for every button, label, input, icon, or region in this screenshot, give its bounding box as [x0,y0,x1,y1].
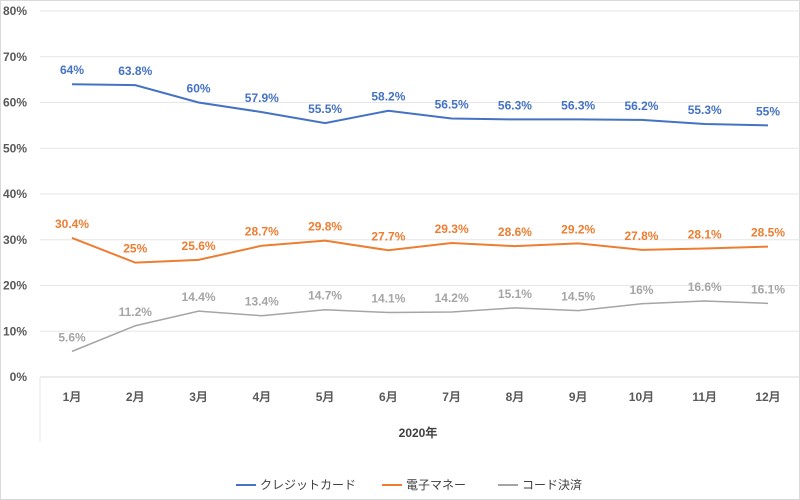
y-tick-label: 70% [3,50,27,64]
data-label: 28.5% [751,226,785,240]
legend-label: 電子マネー [406,478,466,492]
y-tick-label: 30% [3,233,27,247]
legend-label: クレジットカード [260,478,356,492]
y-tick-label: 20% [3,279,27,293]
data-label: 29.8% [308,220,342,234]
y-tick-label: 60% [3,96,27,110]
x-tick-label: 2月 [126,390,145,404]
data-label: 57.9% [245,91,279,105]
series-line-1 [71,83,769,127]
data-label: 56.5% [435,98,469,112]
data-label: 29.3% [435,222,469,236]
x-tick-label: 6月 [379,390,398,404]
data-label: 56.2% [624,99,658,113]
data-label: 55% [756,104,780,118]
data-label: 13.4% [245,295,279,309]
x-tick-label: 10月 [629,390,654,404]
data-label: 63.8% [118,64,152,78]
x-tick-label: 7月 [442,390,461,404]
data-label: 15.1% [498,287,532,301]
data-label: 29.2% [561,222,595,236]
x-tick-label: 9月 [569,390,588,404]
data-label: 64% [60,63,84,77]
x-axis-title: 2020年 [399,425,438,440]
data-label: 25.6% [182,239,216,253]
y-tick-label: 0% [10,370,28,384]
y-tick-label: 40% [3,187,27,201]
data-label: 30.4% [55,217,89,231]
x-tick-label: 8月 [506,390,525,404]
data-label: 11.2% [119,305,153,319]
data-label: 56.3% [498,98,532,112]
series-line-2 [71,236,769,264]
data-label: 28.1% [688,227,722,241]
data-label: 58.2% [371,90,405,104]
data-label: 16.6% [688,280,722,294]
data-label: 25% [123,242,147,256]
data-label: 27.8% [624,229,658,243]
x-tick-label: 12月 [755,390,780,404]
x-tick-label: 4月 [252,390,271,404]
y-tick-label: 50% [3,141,27,155]
data-label: 55.5% [308,102,342,116]
data-label: 56.3% [561,98,595,112]
x-tick-label: 3月 [189,390,208,404]
x-tick-label: 11月 [692,390,717,404]
data-label: 14.5% [561,290,595,304]
data-label: 27.7% [371,229,405,243]
data-label: 14.7% [308,289,342,303]
legend-label: コード決済 [522,477,582,492]
data-label: 28.6% [498,225,532,239]
x-tick-label: 1月 [63,390,82,404]
data-label: 60% [187,82,211,96]
y-tick-label: 10% [3,324,27,338]
data-label: 16.1% [751,282,785,296]
data-label: 16% [629,283,653,297]
x-tick-label: 5月 [316,390,335,404]
data-label: 5.6% [58,330,86,344]
data-label: 14.4% [182,290,216,304]
data-label: 14.2% [435,291,469,305]
y-tick-label: 80% [3,4,27,18]
series-line-3 [71,300,769,353]
data-label: 55.3% [688,103,722,117]
data-label: 14.1% [371,291,405,305]
data-label: 28.7% [245,225,279,239]
